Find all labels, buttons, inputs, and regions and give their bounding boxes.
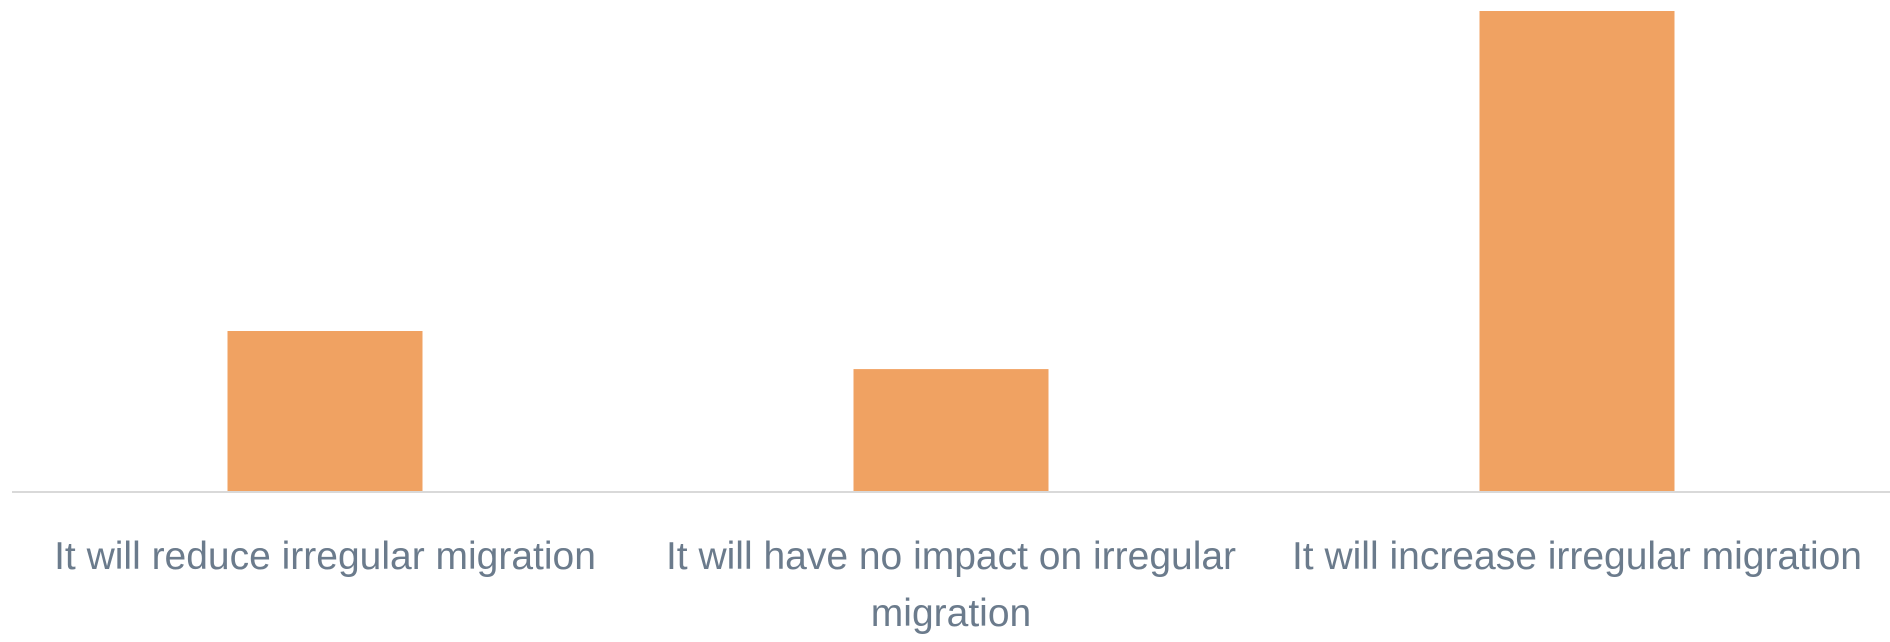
x-tick-label: It will have no impact on irregular migr… (665, 535, 1237, 635)
bar (227, 331, 423, 491)
bar (853, 369, 1049, 491)
x-tick-label: It will increase irregular migration (1291, 535, 1863, 578)
bar (1479, 11, 1675, 491)
x-tick-label: It will reduce irregular migration (54, 535, 596, 578)
